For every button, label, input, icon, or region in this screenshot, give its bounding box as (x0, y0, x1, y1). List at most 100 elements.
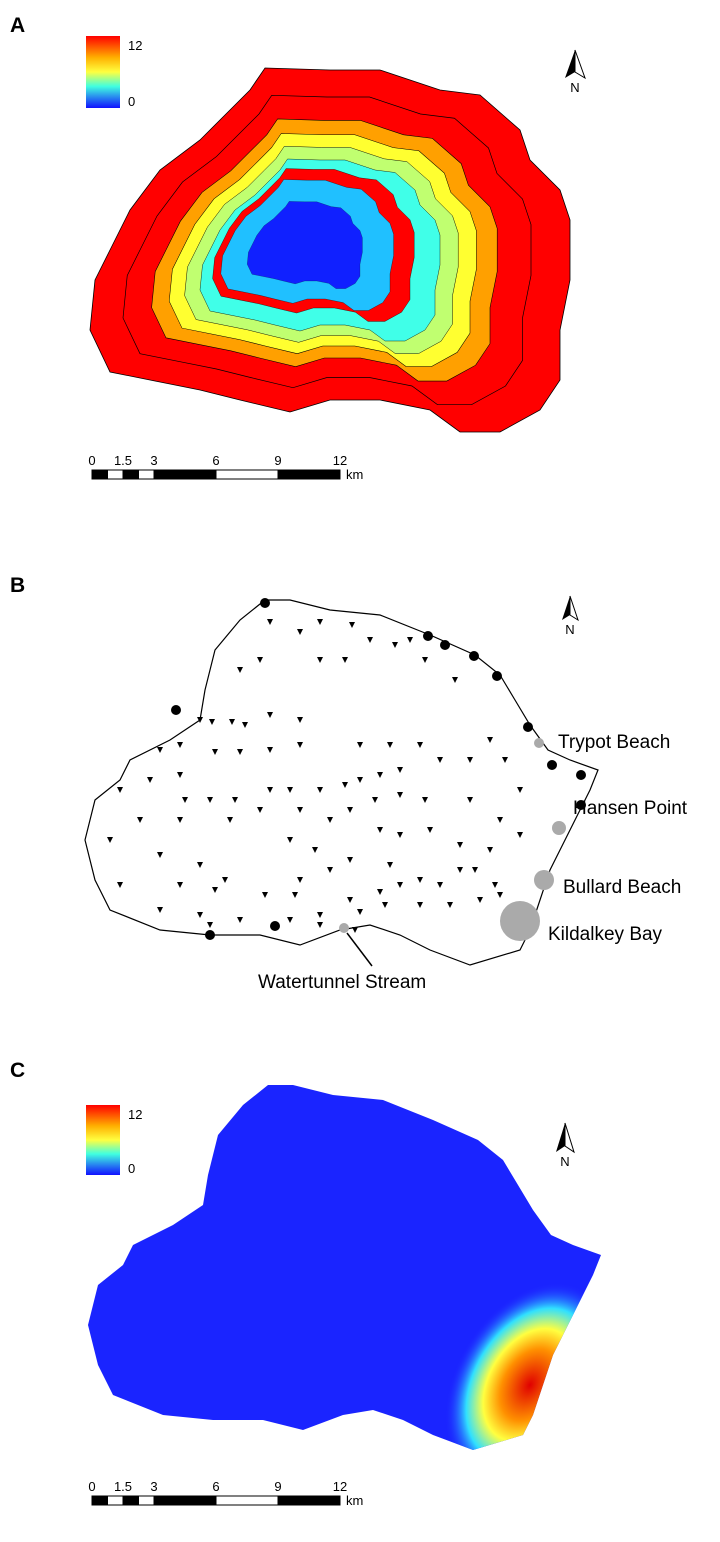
scale-segment (91, 469, 108, 480)
beach-sites (171, 598, 586, 941)
scale-label: 0 (88, 453, 95, 468)
site-marker (487, 847, 493, 853)
site-marker (267, 787, 273, 793)
site-marker (349, 622, 355, 628)
site-marker (237, 667, 243, 673)
scale-segment (107, 469, 124, 480)
site-marker (317, 922, 323, 928)
site-marker (177, 817, 183, 823)
scale-label: 9 (274, 1479, 281, 1494)
site-marker (267, 619, 273, 625)
site-marker (382, 902, 388, 908)
scale-label: 1.5 (114, 453, 132, 468)
site-marker (342, 782, 348, 788)
site-marker (262, 892, 268, 898)
site-marker (267, 747, 273, 753)
site-marker (397, 792, 403, 798)
site-marker (492, 882, 498, 888)
scale-segment (277, 1495, 341, 1506)
site-marker (177, 882, 183, 888)
site-marker (397, 767, 403, 773)
site-marker (317, 657, 323, 663)
site-marker (387, 742, 393, 748)
site-marker (209, 719, 215, 725)
site-marker (257, 657, 263, 663)
site-marker (372, 797, 378, 803)
panel-label: C (10, 1059, 25, 1082)
site-marker (317, 912, 323, 918)
site-marker (417, 902, 423, 908)
place-name: Watertunnel Stream (258, 972, 426, 993)
site-marker (397, 832, 403, 838)
scale-label: 3 (150, 1479, 157, 1494)
site-marker (297, 717, 303, 723)
site-marker (287, 787, 293, 793)
site-marker (237, 749, 243, 755)
scale-label: 0 (88, 1479, 95, 1494)
site-marker (137, 817, 143, 823)
site-marker (327, 817, 333, 823)
scale-segment (91, 1495, 108, 1506)
site-marker (357, 742, 363, 748)
place-name: Kildalkey Bay (548, 924, 663, 945)
site-marker (437, 757, 443, 763)
scale-label: 1.5 (114, 1479, 132, 1494)
site-marker (267, 712, 273, 718)
scale-segment (107, 1495, 124, 1506)
site-marker (117, 787, 123, 793)
site-marker (497, 817, 503, 823)
site-marker (367, 637, 373, 643)
site-marker (502, 757, 508, 763)
place-name: Hansen Point (573, 798, 688, 819)
site-marker (227, 817, 233, 823)
site-marker (177, 742, 183, 748)
site-marker (117, 882, 123, 888)
site-marker (297, 742, 303, 748)
site-marker (312, 847, 318, 853)
site-marker (377, 772, 383, 778)
scale-segment (277, 469, 341, 480)
site-marker (287, 837, 293, 843)
site-marker (157, 747, 163, 753)
scale-segment (215, 469, 279, 480)
scale-unit: km (346, 467, 363, 482)
site-marker (212, 887, 218, 893)
site-marker (477, 897, 483, 903)
contour-map (89, 67, 571, 433)
color-bar (86, 36, 120, 108)
site-marker (467, 757, 473, 763)
site-marker (397, 882, 403, 888)
site-marker (457, 867, 463, 873)
color-bar (86, 1105, 120, 1175)
scale-label: 12 (333, 453, 347, 468)
site-marker (357, 777, 363, 783)
site-marker (447, 902, 453, 908)
interpolated-map (88, 1085, 601, 1450)
site-marker (437, 882, 443, 888)
site-marker (387, 862, 393, 868)
scale-segment (122, 1495, 139, 1506)
site-marker (157, 907, 163, 913)
leader-line (346, 932, 373, 967)
site-marker (232, 797, 238, 803)
site-marker (377, 889, 383, 895)
site-marker (392, 642, 398, 648)
legend-min: 0 (128, 1161, 135, 1176)
site-marker (427, 827, 433, 833)
panel-label: A (10, 14, 25, 37)
site-marker (177, 772, 183, 778)
site-marker (147, 777, 153, 783)
site-marker (212, 749, 218, 755)
scale-label: 3 (150, 453, 157, 468)
scale-segment (215, 1495, 279, 1506)
site-marker (422, 657, 428, 663)
site-marker (342, 657, 348, 663)
site-marker (487, 737, 493, 743)
scale-segment (122, 469, 139, 480)
panel-label: B (10, 574, 25, 597)
legend-min: 0 (128, 94, 135, 109)
site-marker (207, 797, 213, 803)
site-marker (297, 629, 303, 635)
site-marker (417, 742, 423, 748)
